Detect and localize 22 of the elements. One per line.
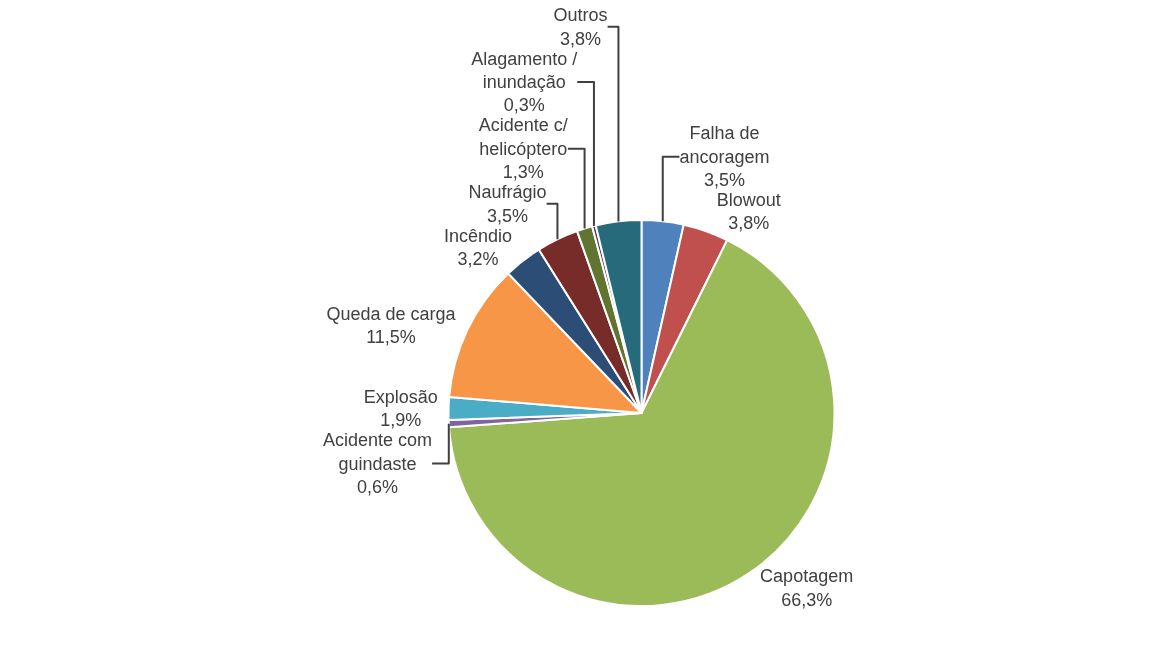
data-label: 11,5% <box>366 327 416 348</box>
slice-label: Acidente c/ helicóptero <box>478 115 568 159</box>
slice-label: Naufrágio <box>468 182 547 203</box>
data-label: 3,2% <box>457 248 499 269</box>
slice-label: Alagamento / inundação <box>471 48 578 92</box>
slice-label: Queda de carga <box>326 304 457 325</box>
data-label: 0,3% <box>503 95 545 116</box>
slice-label: Blowout <box>716 190 781 211</box>
slice-label: Explosão <box>363 386 438 407</box>
data-label: 1,3% <box>502 162 544 183</box>
data-label: 3,5% <box>703 170 745 191</box>
slice-label: Incêndio <box>443 225 513 246</box>
data-label: 3,5% <box>487 205 529 226</box>
data-label: 1,9% <box>380 410 422 431</box>
slice-label: Capotagem <box>760 566 854 587</box>
slice-label: Falha de ancoragem <box>679 123 770 167</box>
slice-label: Outros <box>553 5 608 26</box>
data-label: 3,8% <box>560 28 602 49</box>
slice-label: Acidente com guindaste <box>323 430 433 474</box>
data-label: 3,8% <box>728 213 770 234</box>
data-label: 0,6% <box>357 476 399 497</box>
data-label: 66,3% <box>781 589 833 610</box>
